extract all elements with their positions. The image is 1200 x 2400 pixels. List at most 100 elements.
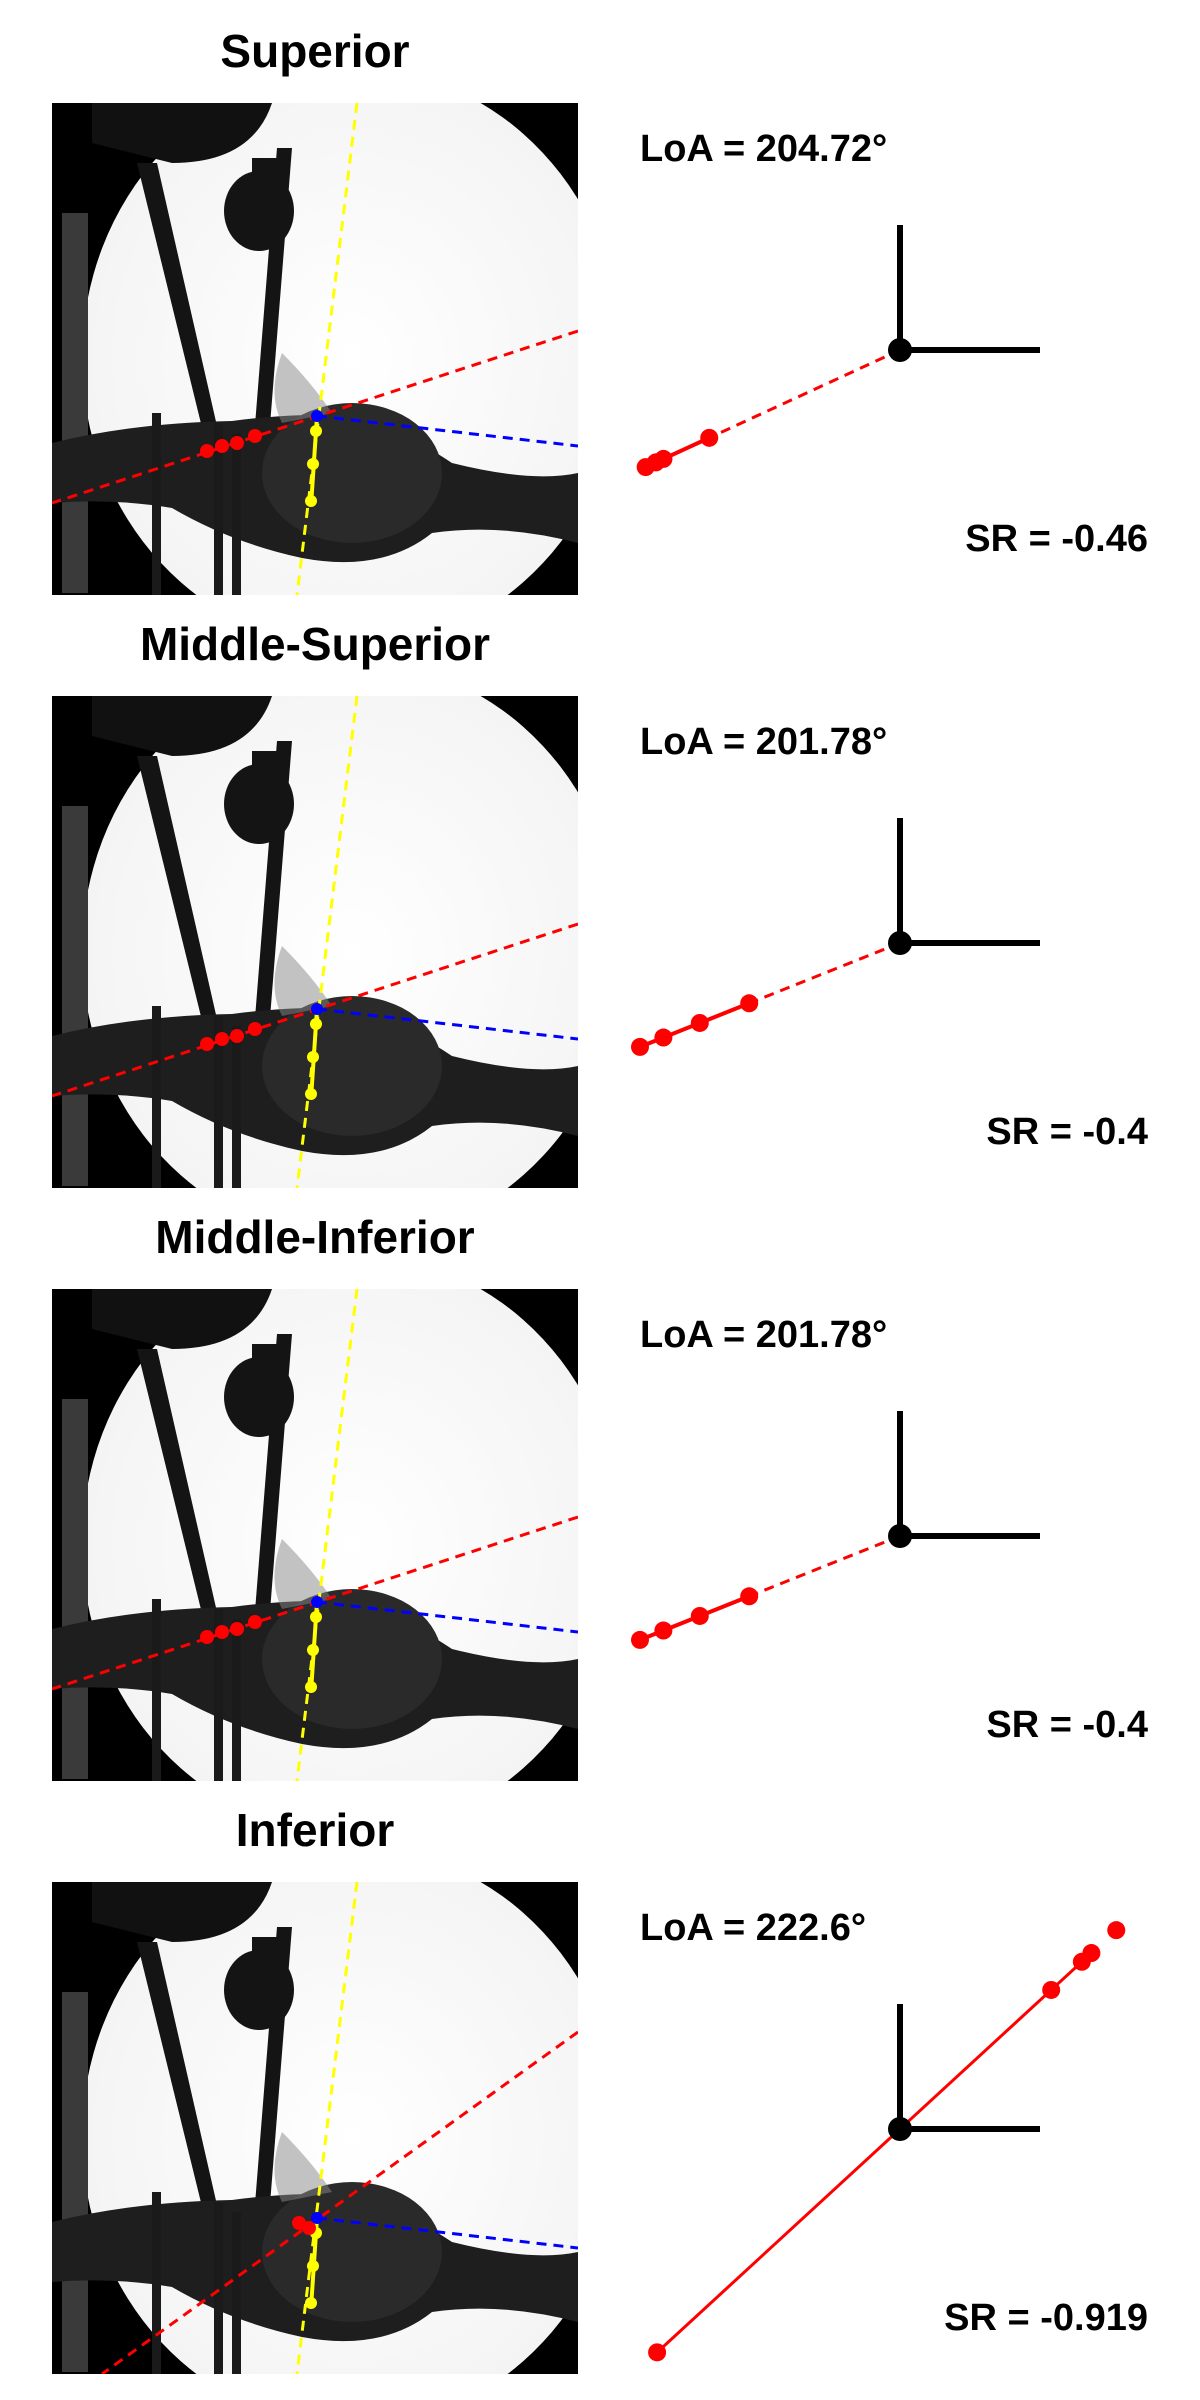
red-point [200,1630,214,1644]
yellow-point [305,495,317,507]
red-data-point [740,994,759,1013]
xray-soft-tissue [274,2132,332,2202]
panel: Superior [0,0,1200,595]
red-point [230,1029,244,1043]
xray-screw [137,163,222,448]
yellow-point [307,1051,319,1063]
red-dashed-line [101,2030,578,2374]
red-point [248,429,262,443]
origin-point [888,338,912,362]
origin-point [888,1524,912,1548]
xray-shadow [92,103,272,163]
red-data-point [630,1630,649,1649]
yellow-dashed-axis [295,1882,359,2374]
xray-pin [152,2192,161,2374]
red-point [215,1625,229,1639]
xray-pin [232,1619,241,1781]
sr-label: SR = -0.46 [965,518,1148,560]
blue-dashed-axis [316,1600,578,1634]
xray-pin [152,1599,161,1781]
line-of-action-diagram [636,225,1040,477]
xray-screw-head [252,158,277,188]
red-line-of-action [645,348,901,469]
blue-center-point [311,1596,323,1608]
xray-rod [62,1399,88,1779]
yellow-dashed-axis [295,1289,359,1781]
xray-image [52,1882,578,2374]
xray-pin [232,1026,241,1188]
xray-soft-tissue [274,1539,332,1609]
xray-rod [62,213,88,593]
panel-title: Inferior [235,1804,395,1856]
yellow-point [305,1681,317,1693]
sr-label: SR = -0.4 [986,1111,1148,1153]
yellow-point [307,1644,319,1656]
loa-label: LoA = 201.78° [640,721,888,763]
red-data-point [700,428,719,447]
yellow-point [305,1088,317,1100]
xray-screw [137,1942,222,2227]
xray-bone-head [262,996,442,1136]
red-data-point [1042,1980,1061,1999]
xray-bone-head [262,403,442,543]
xray-pin [214,1016,223,1188]
red-point [230,1622,244,1636]
red-line-of-action [656,1951,1093,2354]
red-point [215,1032,229,1046]
xray-rod [62,1992,88,2372]
xray-screw-head [224,764,294,844]
xray-bone-head [262,1589,442,1729]
red-data-point [690,1013,709,1032]
panel-title: Superior [220,25,410,77]
red-data-point [648,2343,667,2362]
xray-pin [152,1006,161,1188]
red-point [215,439,229,453]
xray-screw-head [252,1344,277,1374]
xray-shadow [92,696,272,756]
red-data-point [1072,1952,1091,1971]
xray-screw [137,1349,222,1634]
red-data-point [654,1621,673,1640]
red-line-of-action [639,1534,901,1642]
origin-point [888,931,912,955]
panel-title: Middle-Superior [139,618,491,670]
xray-screw-head [252,1937,277,1967]
origin-point [888,2117,912,2141]
measurement-overlay [52,103,578,595]
xray-screw-head [224,171,294,251]
xray-screw [137,756,222,1041]
measurement-overlay [52,696,578,1188]
panel-title: Middle-Inferior [155,1211,475,1263]
xray-image [52,103,578,595]
yellow-dashed-axis [295,696,359,1188]
xray-pin [214,1609,223,1781]
red-data-point [630,1037,649,1056]
yellow-point [310,1018,322,1030]
red-line-of-action [639,941,901,1049]
xray-image [52,1289,578,1781]
red-point [230,436,244,450]
xray-pin [232,433,241,595]
xray-rod [62,806,88,1186]
yellow-dashed-axis [295,103,359,595]
red-point [248,1615,262,1629]
red-data-point [1107,1921,1126,1940]
blue-center-point [311,2212,323,2224]
red-data-point [654,449,673,468]
xray-shadow [92,1289,272,1349]
sr-label: SR = -0.919 [944,2297,1148,2339]
blue-dashed-axis [316,1007,578,1041]
red-point [302,2221,316,2235]
red-data-point [654,1028,673,1047]
red-point [200,444,214,458]
loa-label: LoA = 201.78° [640,1314,888,1356]
xray-soft-tissue [274,946,332,1016]
blue-center-point [311,410,323,422]
panel: Middle-Inferior [0,1186,1200,1781]
blue-dashed-axis [316,414,578,448]
line-of-action-diagram [630,818,1040,1056]
red-point [200,1037,214,1051]
yellow-point [307,458,319,470]
red-point [248,1022,262,1036]
red-data-point [740,1587,759,1606]
